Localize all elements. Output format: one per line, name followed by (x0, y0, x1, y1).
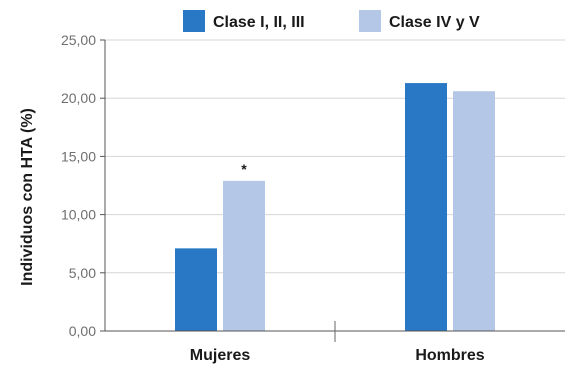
y-tick-label-4: 20,00 (61, 90, 96, 106)
y-tick-label-5: 25,00 (61, 32, 96, 48)
bars-layer (175, 83, 495, 332)
grid-layer (105, 39, 565, 274)
x-category-label-hombres: Hombres (415, 347, 484, 364)
x-category-label-mujeres: Mujeres (190, 347, 251, 364)
y-tick-label-1: 5,00 (69, 265, 96, 281)
legend: Clase I, II, III Clase IV y V (183, 10, 480, 32)
axes-layer (100, 39, 565, 342)
bar-hombres-series-2 (453, 91, 495, 331)
legend-label-2: Clase IV y V (389, 14, 480, 31)
y-tick-label-2: 10,00 (61, 207, 96, 223)
bar-hombres-series-1 (405, 83, 447, 332)
legend-swatch-1 (183, 10, 205, 32)
bar-mujeres-series-1 (175, 248, 217, 331)
bar-mujeres-series-2 (223, 180, 265, 331)
y-axis-title: Individuos con HTA (%) (19, 108, 36, 286)
labels-layer: 0,00 5,00 10,00 15,00 20,00 25,00 Mujeres Hombr… (61, 32, 485, 364)
y-tick-label-3: 15,00 (61, 148, 96, 164)
annotation-0: * (241, 161, 247, 177)
y-tick-label-0: 0,00 (69, 323, 96, 339)
legend-swatch-2 (359, 10, 381, 32)
legend-label-1: Clase I, II, III (213, 14, 305, 31)
